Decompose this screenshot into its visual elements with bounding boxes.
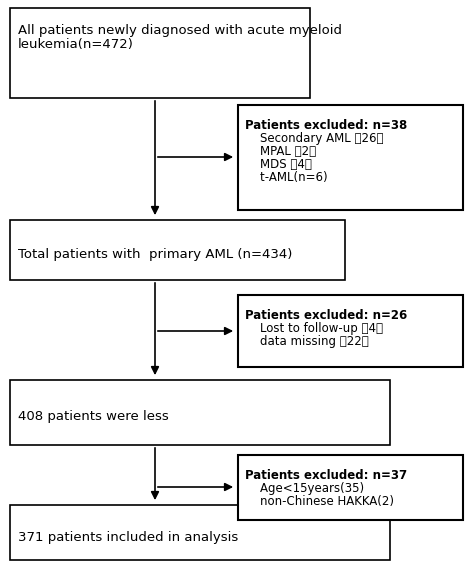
Text: Secondary AML （26）: Secondary AML （26）: [245, 132, 383, 145]
Text: 371 patients included in analysis: 371 patients included in analysis: [18, 530, 238, 544]
Text: t-AML(n=6): t-AML(n=6): [245, 171, 328, 184]
Text: Lost to follow-up （4）: Lost to follow-up （4）: [245, 322, 383, 335]
Bar: [10, 220, 345, 280]
Text: Patients excluded: n=38: Patients excluded: n=38: [245, 119, 407, 132]
Text: data missing （22）: data missing （22）: [245, 335, 369, 348]
Bar: [238, 455, 463, 520]
Text: Patients excluded: n=37: Patients excluded: n=37: [245, 469, 407, 482]
Text: Total patients with  primary AML (n=434): Total patients with primary AML (n=434): [18, 248, 292, 260]
Bar: [238, 295, 463, 367]
Bar: [238, 105, 463, 210]
Text: MPAL （2）: MPAL （2）: [245, 145, 316, 158]
Text: non-Chinese HAKKA(2): non-Chinese HAKKA(2): [245, 495, 394, 508]
Text: All patients newly diagnosed with acute myeloid: All patients newly diagnosed with acute …: [18, 23, 342, 37]
Bar: [10, 380, 390, 445]
Text: Age<15years(35): Age<15years(35): [245, 482, 364, 495]
Text: MDS （4）: MDS （4）: [245, 158, 312, 171]
Bar: [10, 8, 310, 98]
Text: Patients excluded: n=26: Patients excluded: n=26: [245, 309, 407, 322]
Bar: [10, 505, 390, 560]
Text: leukemia(n=472): leukemia(n=472): [18, 38, 134, 51]
Text: 408 patients were less: 408 patients were less: [18, 409, 169, 423]
